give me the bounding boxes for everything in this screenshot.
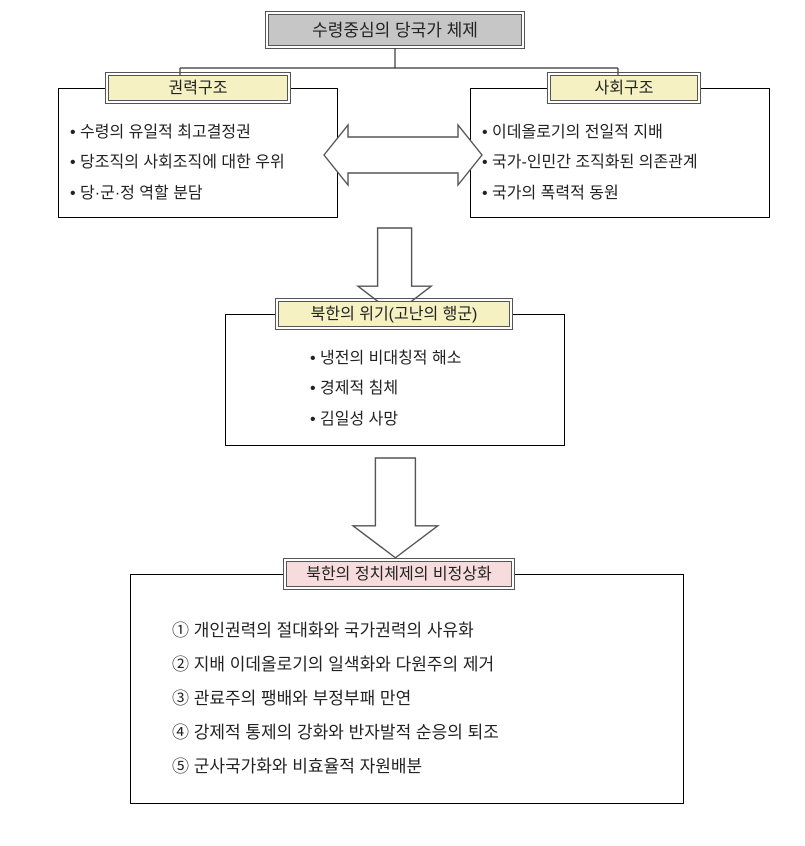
abnormalization-item: ④ 강제적 통제의 강화와 반자발적 순응의 퇴조 — [172, 716, 499, 750]
power-structure-list-item: 당·군·정 역할 분담 — [70, 179, 285, 209]
social-structure-list-item: 국가-인민간 조직화된 의존관계 — [482, 148, 698, 178]
abnormalization-item: ③ 관료주의 팽배와 부정부패 만연 — [172, 682, 499, 716]
bidirectional-arrow — [320, 121, 486, 189]
social-structure-list: 이데올로기의 전일적 지배국가-인민간 조직화된 의존관계국가의 폭력적 동원 — [482, 118, 698, 209]
abnormalization-item: ② 지배 이데올로기의 일색화와 다원주의 제거 — [172, 648, 499, 682]
social-structure-list-item: 이데올로기의 전일적 지배 — [482, 118, 698, 148]
crisis-list: 냉전의 비대칭적 해소경제적 침체김일성 사망 — [310, 344, 461, 435]
abnormalization-list: ① 개인권력의 절대화와 국가권력의 사유화② 지배 이데올로기의 일색화와 다… — [172, 614, 499, 784]
power-structure-list-item: 수령의 유일적 최고결정권 — [70, 118, 285, 148]
abnormalization-header: 북한의 정치체제의 비정상화 — [286, 561, 512, 587]
crisis-header: 북한의 위기(고난의 행군) — [278, 301, 510, 327]
abnormalization-item: ① 개인권력의 절대화와 국가권력의 사유화 — [172, 614, 499, 648]
social-structure-list-item: 국가의 폭력적 동원 — [482, 179, 698, 209]
power-structure-list-item: 당조직의 사회조직에 대한 우위 — [70, 148, 285, 178]
social-structure-header: 사회구조 — [550, 75, 698, 101]
power-structure-header: 권력구조 — [108, 75, 288, 101]
power-structure-list: 수령의 유일적 최고결정권당조직의 사회조직에 대한 우위당·군·정 역할 분담 — [70, 118, 285, 209]
crisis-list-item: 김일성 사망 — [310, 405, 461, 435]
down-arrow-2 — [350, 455, 441, 567]
abnormalization-item: ⑤ 군사국가화와 비효율적 자원배분 — [172, 750, 499, 784]
crisis-list-item: 냉전의 비대칭적 해소 — [310, 344, 461, 374]
crisis-list-item: 경제적 침체 — [310, 374, 461, 404]
